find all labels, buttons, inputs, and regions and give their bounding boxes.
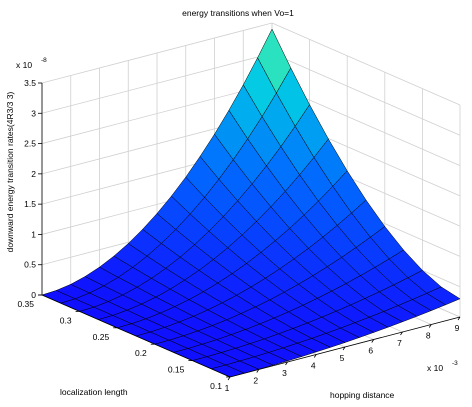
z-axis-label: downward energy transition rates(4R3/3 3… — [5, 92, 15, 253]
axis-layer: 1 2 3 4 5 6 7 8 9 0.1 0.15 0.2 0.25 0.3 0.350 0.5 1 1.5 2 2… — [17, 78, 461, 393]
z-tick-label: 0.5 — [24, 260, 36, 270]
back-wall-grid-horizontal — [41, 52, 273, 114]
x-tick-mark — [256, 369, 260, 373]
x-exponent-base: x 10 — [427, 363, 443, 373]
chart-title: energy transitions when Vo=1 — [182, 8, 294, 18]
surface-patch — [426, 286, 461, 306]
x-tick-mark — [342, 346, 346, 351]
x-tick-label: 6 — [368, 346, 373, 356]
x-tick-mark — [400, 331, 403, 336]
x-tick-label: 2 — [253, 376, 258, 386]
z-exponent-label: x 10 -8 — [16, 57, 47, 70]
y-tick-label: 0.3 — [60, 315, 72, 325]
x-tick-label: 3 — [282, 368, 287, 378]
z-tick-label: 3 — [31, 108, 36, 118]
z-exponent-power: -8 — [41, 57, 47, 64]
y-tick-label: 0.15 — [168, 365, 185, 375]
x-tick-label: 1 — [225, 383, 230, 393]
side-wall-grid-horizontal — [271, 22, 461, 106]
side-wall-grid-horizontal — [271, 52, 461, 136]
z-exponent-base: x 10 — [16, 60, 32, 70]
y-tick-label: 0.1 — [210, 381, 222, 391]
x-tick-label: 9 — [455, 323, 460, 333]
x-tick-label: 8 — [426, 331, 431, 341]
y-axis-line — [41, 294, 231, 378]
y-tick-label: 0.35 — [17, 299, 34, 309]
y-tick-label: 0.25 — [93, 332, 110, 342]
back-wall-grid-horizontal — [41, 22, 273, 84]
surface-layer — [41, 28, 461, 378]
x-tick-label: 5 — [340, 353, 345, 363]
x-tick-mark — [457, 316, 461, 321]
x-tick-mark — [371, 339, 375, 343]
z-tick-label: 0 — [31, 290, 36, 300]
z-tick-label: 2 — [31, 169, 36, 179]
x-axis-label: hopping distance — [330, 390, 395, 400]
y-axis-label: localization length — [60, 387, 128, 397]
z-tick-label: 1 — [31, 229, 36, 239]
y-tick-label: 0.2 — [135, 348, 147, 358]
x-tick-label: 7 — [397, 338, 402, 348]
x-tick-mark — [285, 361, 288, 366]
x-exponent-power: -3 — [452, 360, 458, 367]
back-wall-grid-horizontal — [41, 83, 273, 144]
z-tick-label: 3.5 — [24, 78, 36, 88]
x-tick-mark — [313, 354, 317, 358]
z-tick-label: 2.5 — [24, 139, 36, 149]
x-tick-label: 4 — [311, 361, 316, 371]
z-tick-label: 1.5 — [24, 199, 36, 209]
x-exponent-label: x 10 -3 — [427, 360, 458, 373]
x-tick-mark — [428, 324, 432, 328]
x-tick-mark — [227, 376, 231, 381]
